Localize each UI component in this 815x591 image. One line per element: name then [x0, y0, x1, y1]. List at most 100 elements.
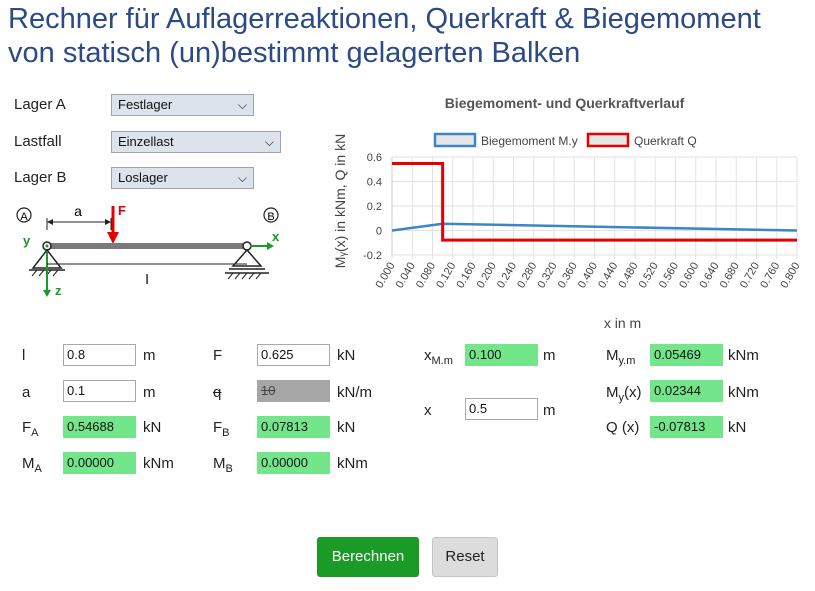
y-tick-label: 0.4: [367, 177, 382, 189]
x-tick-label: 0.800: [778, 261, 802, 291]
lager-a-label: Lager A: [14, 96, 66, 113]
calculate-button[interactable]: Berechnen: [317, 537, 419, 577]
x-tick-label: 0.760: [758, 261, 782, 291]
fb-unit: kN: [337, 419, 356, 436]
moment-shear-chart: Biegemoment- und Querkraftverlauf Biegemo…: [332, 95, 803, 331]
label-b-circle: [263, 207, 279, 223]
x-tick-label: 0.400: [576, 261, 600, 291]
chevron-down-icon: ⌵: [237, 171, 247, 185]
chevron-down-icon: ⌵: [264, 135, 274, 149]
x-tick-label: 0.240: [495, 261, 519, 291]
a-input[interactable]: 0.1: [63, 380, 136, 402]
ma-unit: kNm: [143, 455, 174, 472]
lager-a-select[interactable]: Festlager ⌵: [111, 94, 254, 116]
dimension-l-label: l: [145, 271, 148, 287]
l-label: l: [22, 347, 26, 364]
mb-label: MB: [213, 455, 233, 475]
myx-label: My(x): [606, 384, 642, 404]
mym-output: 0.05469: [650, 344, 723, 366]
label-a-circle: [16, 207, 32, 223]
lastfall-select[interactable]: Einzellast ⌵: [111, 131, 281, 153]
y-axis-label: y: [23, 233, 31, 248]
x-tick-label: 0.680: [718, 261, 742, 291]
x-tick-label: 0.720: [738, 261, 762, 291]
fb-output: 0.07813: [257, 416, 330, 438]
mym-unit: kNm: [728, 347, 759, 364]
shear-series-line: [392, 162, 797, 242]
lastfall-label: Lastfall: [14, 133, 62, 150]
x-tick-label: 0.440: [596, 261, 620, 291]
q-input-disabled: 10: [257, 380, 330, 402]
z-axis-label: z: [55, 283, 62, 298]
lager-a-value: Festlager: [118, 97, 173, 112]
dimension-a-label: a: [74, 203, 82, 219]
myx-output: 0.02344: [650, 380, 723, 402]
xmm-output: 0.100: [465, 344, 538, 366]
myx-unit: kNm: [728, 384, 759, 401]
x-tick-label: 0.200: [475, 261, 499, 291]
xmm-label: xM.m: [424, 347, 453, 367]
legend-label-moment: Biegemoment M.y: [481, 134, 578, 148]
x-unit: m: [543, 402, 556, 419]
lager-b-label: Lager B: [14, 169, 67, 186]
page-title: Rechner für Auflagerreaktionen, Querkraf…: [8, 3, 761, 69]
chart-title: Biegemoment- und Querkraftverlauf: [445, 95, 685, 111]
mb-output: 0.00000: [257, 452, 330, 474]
qx-output: -0.07813: [650, 416, 723, 438]
label-a-text: A: [20, 211, 28, 223]
lastfall-value: Einzellast: [118, 134, 174, 149]
x-tick-label: 0.120: [434, 261, 458, 291]
y-axis-title: Mᵧ(x) in kNm, Q in kN: [332, 134, 348, 268]
beam-diagram: A B a F x y z l: [16, 203, 280, 298]
lager-b-value: Loslager: [118, 170, 168, 185]
l-unit: m: [143, 347, 156, 364]
chevron-down-icon: ⌵: [237, 98, 247, 112]
x-tick-label: 0.560: [657, 261, 681, 291]
q-label: q: [213, 384, 222, 401]
label-b-text: B: [267, 211, 274, 223]
fb-label: FB: [213, 419, 230, 439]
lager-b-select[interactable]: Loslager ⌵: [111, 167, 254, 189]
fa-output: 0.54688: [63, 416, 136, 438]
legend-label-shear: Querkraft Q: [634, 134, 697, 148]
qx-unit: kN: [728, 419, 747, 436]
a-label: a: [22, 384, 31, 401]
f-label: F: [213, 347, 223, 364]
mym-label: My.m: [606, 347, 636, 367]
y-tick-label: 0.6: [367, 152, 382, 164]
fa-label: FA: [22, 419, 39, 439]
qx-label: Q (x): [606, 419, 640, 436]
legend-swatch-moment: [433, 132, 477, 148]
x-label: x: [424, 402, 432, 419]
y-tick-label: 0.2: [367, 201, 382, 213]
roller-support: [231, 248, 263, 267]
x-tick-label: 0.160: [454, 261, 478, 291]
x-tick-label: 0.520: [637, 261, 661, 291]
y-tick-label: -0.2: [363, 250, 382, 262]
ma-output: 0.00000: [63, 452, 136, 474]
x-tick-label: 0.320: [535, 261, 559, 291]
mb-unit: kNm: [337, 455, 368, 472]
a-unit: m: [143, 384, 156, 401]
x-input[interactable]: 0.5: [465, 398, 538, 420]
x-tick-label: 0.080: [414, 261, 438, 291]
legend-swatch-shear: [586, 132, 630, 148]
force-label: F: [118, 203, 126, 218]
x-tick-label: 0.640: [697, 261, 721, 291]
x-tick-label: 0.280: [515, 261, 539, 291]
f-input[interactable]: 0.625: [257, 344, 330, 366]
fa-unit: kN: [143, 419, 162, 436]
q-unit: kN/m: [337, 384, 372, 401]
x-tick-label: 0.040: [394, 261, 418, 291]
x-axis-title: x in m: [604, 315, 641, 331]
beam: [47, 243, 247, 249]
ma-label: MA: [22, 455, 42, 475]
x-tick-label: 0.480: [616, 261, 640, 291]
x-axis-label: x: [272, 229, 280, 244]
xmm-unit: m: [543, 347, 556, 364]
f-unit: kN: [337, 347, 356, 364]
x-tick-label: 0.360: [556, 261, 580, 291]
x-tick-label: 0.000: [373, 261, 397, 291]
reset-button[interactable]: Reset: [432, 537, 498, 577]
l-input[interactable]: 0.8: [63, 344, 136, 366]
